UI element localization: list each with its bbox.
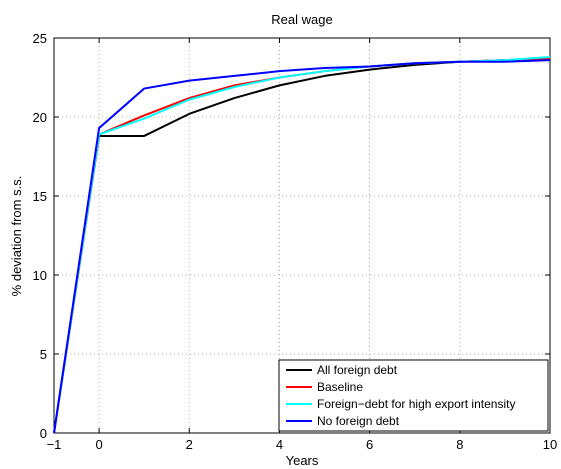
x-axis-label: Years bbox=[286, 453, 319, 468]
x-tick-label: 0 bbox=[95, 437, 102, 452]
grid bbox=[54, 38, 550, 433]
y-tick-label: 0 bbox=[40, 426, 47, 441]
plot-area bbox=[53, 37, 551, 434]
legend-label: Baseline bbox=[317, 380, 363, 394]
x-tick-label: −1 bbox=[47, 437, 62, 452]
legend: All foreign debt Baseline Foreign−debt for… bbox=[278, 359, 549, 432]
series-line-4 bbox=[53, 59, 551, 434]
legend-label: No foreign debt bbox=[317, 414, 400, 428]
y-tick-label: 20 bbox=[33, 110, 47, 125]
x-tick-label: 6 bbox=[366, 437, 373, 452]
x-tick-label: 2 bbox=[186, 437, 193, 452]
legend-label: All foreign debt bbox=[317, 363, 398, 377]
legend-label: Foreign−debt for high export intensity bbox=[317, 397, 515, 411]
legend-box bbox=[278, 359, 549, 432]
x-tick-label: 8 bbox=[456, 437, 463, 452]
y-axis-label: % deviation from s.s. bbox=[9, 176, 24, 297]
x-tick-label: 10 bbox=[543, 437, 557, 452]
chart-title: Real wage bbox=[271, 12, 332, 27]
y-tick-label: 5 bbox=[40, 347, 47, 362]
series-layer bbox=[53, 55, 551, 434]
x-tick-label: 4 bbox=[276, 437, 283, 452]
y-tick-label: 25 bbox=[33, 31, 47, 46]
y-tick-label: 10 bbox=[33, 268, 47, 283]
y-tick-label: 15 bbox=[33, 189, 47, 204]
